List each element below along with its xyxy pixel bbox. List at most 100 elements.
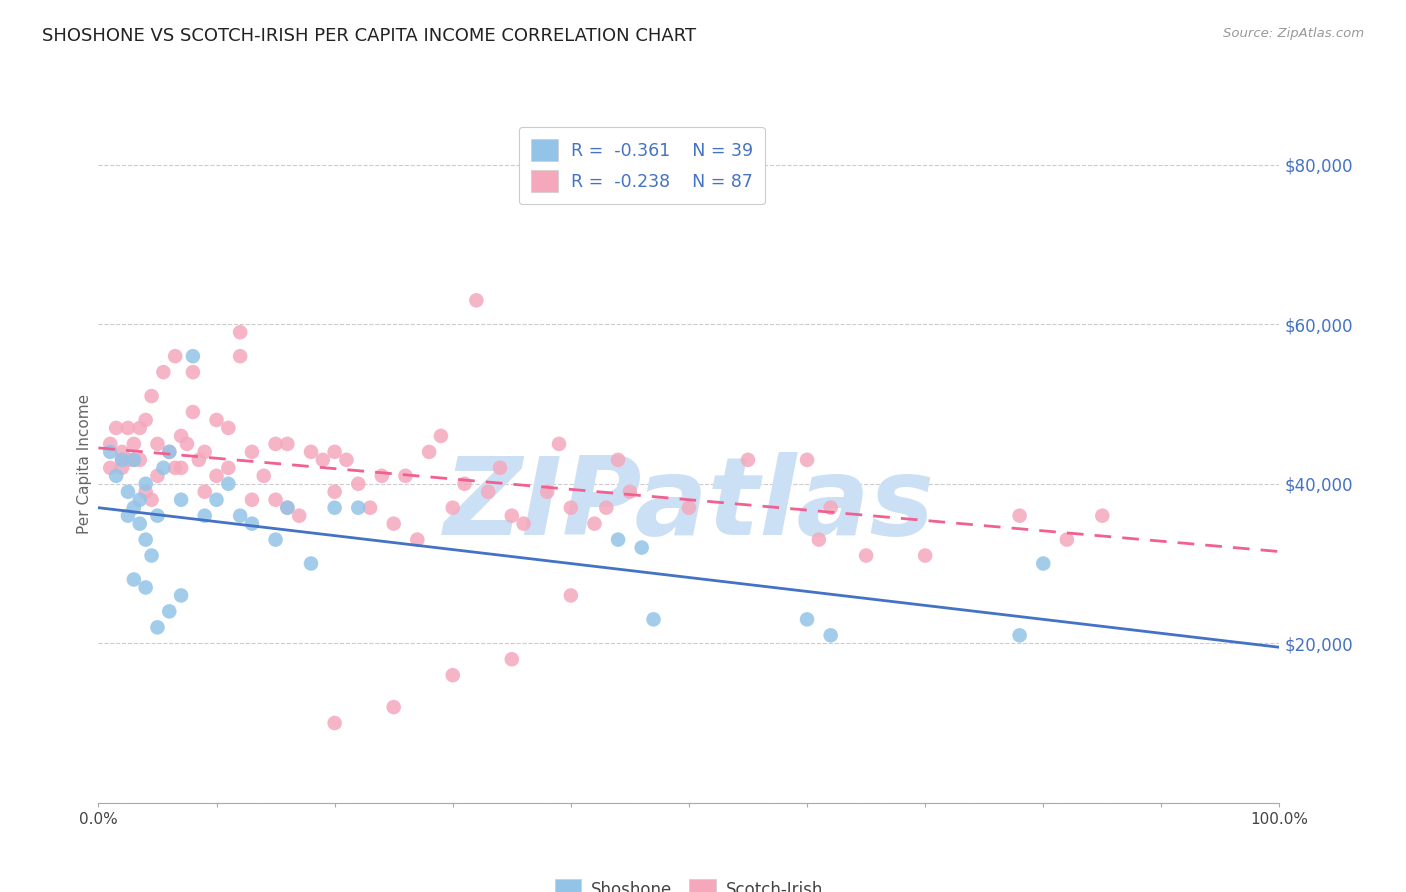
Point <box>141 389 163 403</box>
Point <box>217 421 239 435</box>
Point <box>253 468 276 483</box>
Point <box>117 453 139 467</box>
Point <box>595 500 617 515</box>
Text: Source: ZipAtlas.com: Source: ZipAtlas.com <box>1223 27 1364 40</box>
Point <box>914 549 936 563</box>
Point <box>181 349 204 363</box>
Point <box>194 484 217 499</box>
Point <box>737 453 759 467</box>
Point <box>418 445 440 459</box>
Point <box>820 628 842 642</box>
Point <box>229 325 252 339</box>
Point <box>312 453 335 467</box>
Point <box>170 429 193 443</box>
Point <box>122 437 145 451</box>
Point <box>122 573 145 587</box>
Point <box>240 492 263 507</box>
Point <box>323 500 346 515</box>
Point <box>205 413 228 427</box>
Point <box>117 421 139 435</box>
Point <box>382 700 405 714</box>
Point <box>141 549 163 563</box>
Point <box>135 581 157 595</box>
Point <box>371 468 394 483</box>
Point <box>347 476 370 491</box>
Point <box>643 612 665 626</box>
Point <box>607 453 630 467</box>
Point <box>288 508 311 523</box>
Point <box>135 484 157 499</box>
Point <box>165 349 187 363</box>
Point <box>1032 557 1054 571</box>
Point <box>152 365 174 379</box>
Point <box>489 460 512 475</box>
Point <box>176 437 198 451</box>
Point <box>501 652 523 666</box>
Point <box>128 516 150 531</box>
Point <box>807 533 830 547</box>
Point <box>194 445 217 459</box>
Point <box>157 445 180 459</box>
Point <box>512 516 534 531</box>
Point <box>453 476 475 491</box>
Y-axis label: Per Capita Income: Per Capita Income <box>77 393 91 534</box>
Point <box>146 437 169 451</box>
Point <box>501 508 523 523</box>
Point <box>217 476 239 491</box>
Point <box>607 533 630 547</box>
Point <box>1008 628 1031 642</box>
Point <box>382 516 405 531</box>
Point <box>135 413 157 427</box>
Point <box>264 533 287 547</box>
Point <box>170 460 193 475</box>
Text: ZIPatlas: ZIPatlas <box>443 451 935 558</box>
Point <box>117 508 139 523</box>
Point <box>430 429 453 443</box>
Point <box>105 421 128 435</box>
Point <box>157 445 180 459</box>
Point <box>323 716 346 731</box>
Point <box>229 508 252 523</box>
Point <box>406 533 429 547</box>
Point <box>560 589 582 603</box>
Point <box>98 445 121 459</box>
Point <box>583 516 606 531</box>
Point <box>240 516 263 531</box>
Point <box>323 445 346 459</box>
Point <box>141 492 163 507</box>
Point <box>152 460 174 475</box>
Point <box>128 492 150 507</box>
Point <box>135 533 157 547</box>
Point <box>187 453 209 467</box>
Point <box>560 500 582 515</box>
Point <box>217 460 239 475</box>
Point <box>536 484 558 499</box>
Point <box>441 668 464 682</box>
Point <box>105 468 128 483</box>
Point <box>1056 533 1078 547</box>
Point <box>122 453 145 467</box>
Point <box>240 445 263 459</box>
Point <box>122 500 145 515</box>
Point <box>146 620 169 634</box>
Point <box>194 508 217 523</box>
Point <box>299 445 322 459</box>
Point <box>146 468 169 483</box>
Point <box>205 468 228 483</box>
Point <box>229 349 252 363</box>
Point <box>146 508 169 523</box>
Point <box>98 460 121 475</box>
Point <box>98 437 121 451</box>
Point <box>477 484 499 499</box>
Point <box>796 612 818 626</box>
Point <box>264 437 287 451</box>
Point <box>111 453 134 467</box>
Point <box>299 557 322 571</box>
Point <box>335 453 357 467</box>
Point <box>678 500 700 515</box>
Point <box>619 484 641 499</box>
Point <box>122 453 145 467</box>
Point <box>796 453 818 467</box>
Point <box>264 492 287 507</box>
Point <box>855 549 877 563</box>
